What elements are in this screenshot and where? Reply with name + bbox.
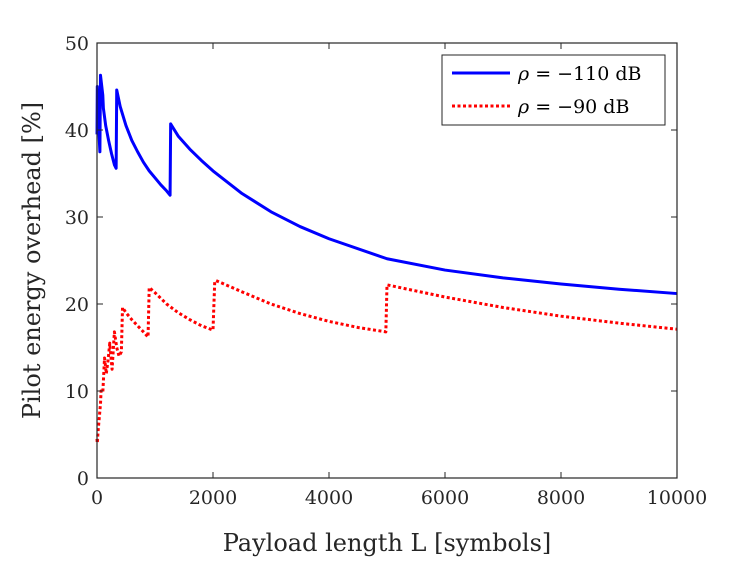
y-tick-label: 0 xyxy=(77,468,89,490)
legend-symbol-rho-110: ρ xyxy=(517,63,530,85)
ticks-layer: 0 2000 4000 6000 8000 10000 0 10 20 30 40 50 xyxy=(65,33,707,509)
x-tick-label: 2000 xyxy=(189,487,237,509)
y-tick-label: 50 xyxy=(65,33,89,55)
legend-label-rho-90: ρ = −90 dB xyxy=(517,96,629,118)
x-tick-label: 10000 xyxy=(647,487,707,509)
y-tick-label: 20 xyxy=(65,294,89,316)
x-tick-label: 6000 xyxy=(421,487,469,509)
y-axis-label: Pilot energy overhead [%] xyxy=(18,102,46,419)
series-layer xyxy=(95,73,678,445)
x-tick-label: 8000 xyxy=(537,487,585,509)
plot-frame xyxy=(96,42,678,479)
x-tick-label: 0 xyxy=(91,487,103,509)
legend-box xyxy=(441,54,666,126)
y-tick-label: 30 xyxy=(65,207,89,229)
legend: ρ = −110 dB ρ = −90 dB xyxy=(441,54,666,126)
legend-value-rho-90: = −90 dB xyxy=(529,96,629,118)
series-line-0 xyxy=(95,73,678,296)
series-line-1 xyxy=(95,279,678,445)
y-tick-label: 40 xyxy=(65,120,89,142)
x-tick-label: 4000 xyxy=(305,487,353,509)
legend-value-rho-110: = −110 dB xyxy=(529,63,641,85)
legend-label-rho-110: ρ = −110 dB xyxy=(517,63,642,85)
legend-symbol-rho-90: ρ xyxy=(517,96,530,118)
y-tick-label: 10 xyxy=(65,381,89,403)
x-axis-label: Payload length L [symbols] xyxy=(223,529,552,557)
